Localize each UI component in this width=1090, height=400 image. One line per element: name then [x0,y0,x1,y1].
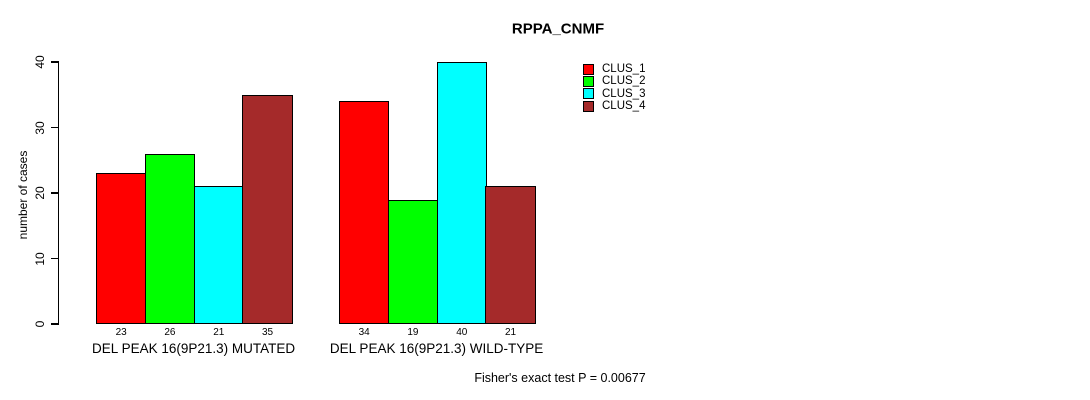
bar [387,199,439,324]
pvalue-annotation: Fisher's exact test P = 0.00677 [474,371,646,385]
legend-color-swatch [583,63,594,75]
bar-value-label: 21 [213,327,225,338]
bar [242,94,293,324]
legend-color-swatch [583,88,594,100]
y-axis-line [57,61,59,325]
bar [193,186,244,324]
bar-value-label: 19 [407,327,419,338]
legend-label: CLUS_2 [602,75,646,88]
bar-value-label: 35 [261,327,274,338]
legend: CLUS_1 CLUS_2 CLUS_3 CLUS_4 [583,63,645,112]
y-axis-tick [50,192,58,194]
bar [144,153,196,324]
y-axis-tick [50,257,58,260]
y-axis-tick [50,126,58,129]
y-axis-label: number of cases [16,150,30,240]
y-axis-tick-label: 40 [33,55,47,69]
bar-value-label: 34 [358,327,370,338]
legend-color-swatch [583,75,594,87]
x-axis-group-label: DEL PEAK 16(9P21.3) MUTATED [92,341,296,356]
bar [485,186,536,324]
legend-item: CLUS_2 [583,75,645,87]
y-axis-tick-label: 30 [33,120,47,135]
y-axis-tick [50,323,58,325]
legend-item: CLUS_4 [583,100,645,112]
bar-value-label: 21 [504,327,517,338]
legend-item: CLUS_1 [583,63,645,75]
bar [339,101,390,324]
legend-label: CLUS_1 [602,63,646,76]
legend-item: CLUS_3 [583,88,645,100]
bar [436,62,487,324]
legend-label: CLUS_4 [602,100,646,113]
legend-label: CLUS_3 [602,87,646,100]
bar [96,173,147,324]
y-axis-tick-label: 10 [33,251,47,266]
y-axis-tick [50,61,58,63]
bar-value-label: 26 [164,327,176,338]
x-axis-group-label: DEL PEAK 16(9P21.3) WILD-TYPE [329,341,544,356]
legend-color-swatch [583,100,594,112]
chart-title: RPPA_CNMF [511,20,605,38]
bar-value-label: 23 [115,327,127,338]
bar-value-label: 40 [456,327,468,338]
y-axis-tick-label: 0 [33,320,47,328]
y-axis-tick-label: 20 [33,186,47,200]
